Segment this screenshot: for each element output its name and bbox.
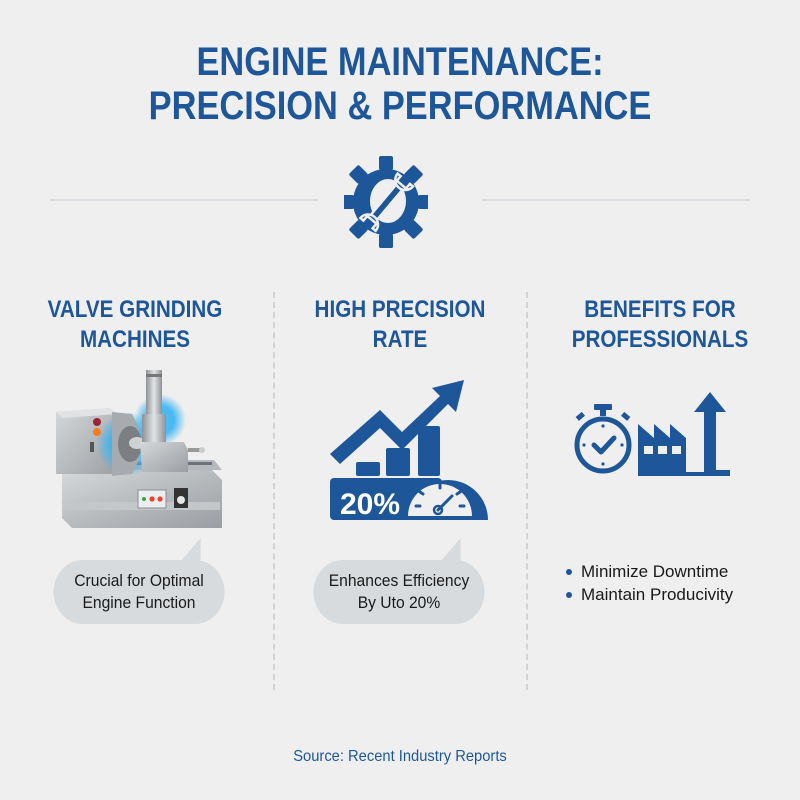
divider-left xyxy=(50,199,318,201)
title-line-1: ENGINE MAINTENANCE: xyxy=(196,40,604,84)
list-item: Maintain Producivity xyxy=(566,583,733,606)
column-separator-2 xyxy=(526,292,528,690)
benefits-list: Minimize Downtime Maintain Producivity xyxy=(566,560,733,606)
column-title-line: PROFESSIONALS xyxy=(571,326,749,353)
list-item: Minimize Downtime xyxy=(566,560,733,583)
source-note: Source: Recent Industry Reports xyxy=(293,748,507,765)
valve-grinding-machine-illustration xyxy=(42,362,242,532)
column-title-benefits: BENEFITS FOR PROFESSIONALS xyxy=(548,295,772,355)
column-title-line: BENEFITS FOR xyxy=(584,296,736,323)
bubble-tail xyxy=(174,538,201,568)
percent-badge: 20% xyxy=(340,488,400,521)
callout-line: Engine Function xyxy=(82,593,196,612)
page-title: ENGINE MAINTENANCE: PRECISION & PERFORMA… xyxy=(56,40,744,128)
callout-bubble-valve-grinding: Crucial for Optimal Engine Function xyxy=(53,538,225,624)
column-title-line: MACHINES xyxy=(79,326,191,353)
bullet-text: Minimize Downtime xyxy=(581,562,729,581)
bullet-text: Maintain Producivity xyxy=(581,585,734,604)
title-line-2: PRECISION & PERFORMANCE xyxy=(148,84,652,128)
column-title-line: HIGH PRECISION xyxy=(314,296,486,323)
divider-right xyxy=(482,199,750,201)
column-title-line: VALVE GRINDING xyxy=(47,296,223,323)
bubble-tail xyxy=(434,538,461,568)
column-title-high-precision: HIGH PRECISION RATE xyxy=(288,295,512,355)
column-title-valve-grinding: VALVE GRINDING MACHINES xyxy=(23,295,247,355)
column-title-line: RATE xyxy=(372,326,428,353)
callout-line: Enhances Efficiency xyxy=(328,571,470,590)
column-separator-1 xyxy=(273,292,275,690)
bullet-icon xyxy=(566,591,572,598)
callout-line: By Uto 20% xyxy=(357,593,441,612)
callout-line: Crucial for Optimal xyxy=(74,571,204,590)
bullet-icon xyxy=(566,568,572,575)
callout-bubble-high-precision: Enhances Efficiency By Uto 20% xyxy=(313,538,485,624)
growth-chart-speedometer-icon: 20% xyxy=(328,380,488,530)
gear-wrench-icon xyxy=(344,155,428,249)
stopwatch-factory-arrow-icon xyxy=(572,390,732,480)
